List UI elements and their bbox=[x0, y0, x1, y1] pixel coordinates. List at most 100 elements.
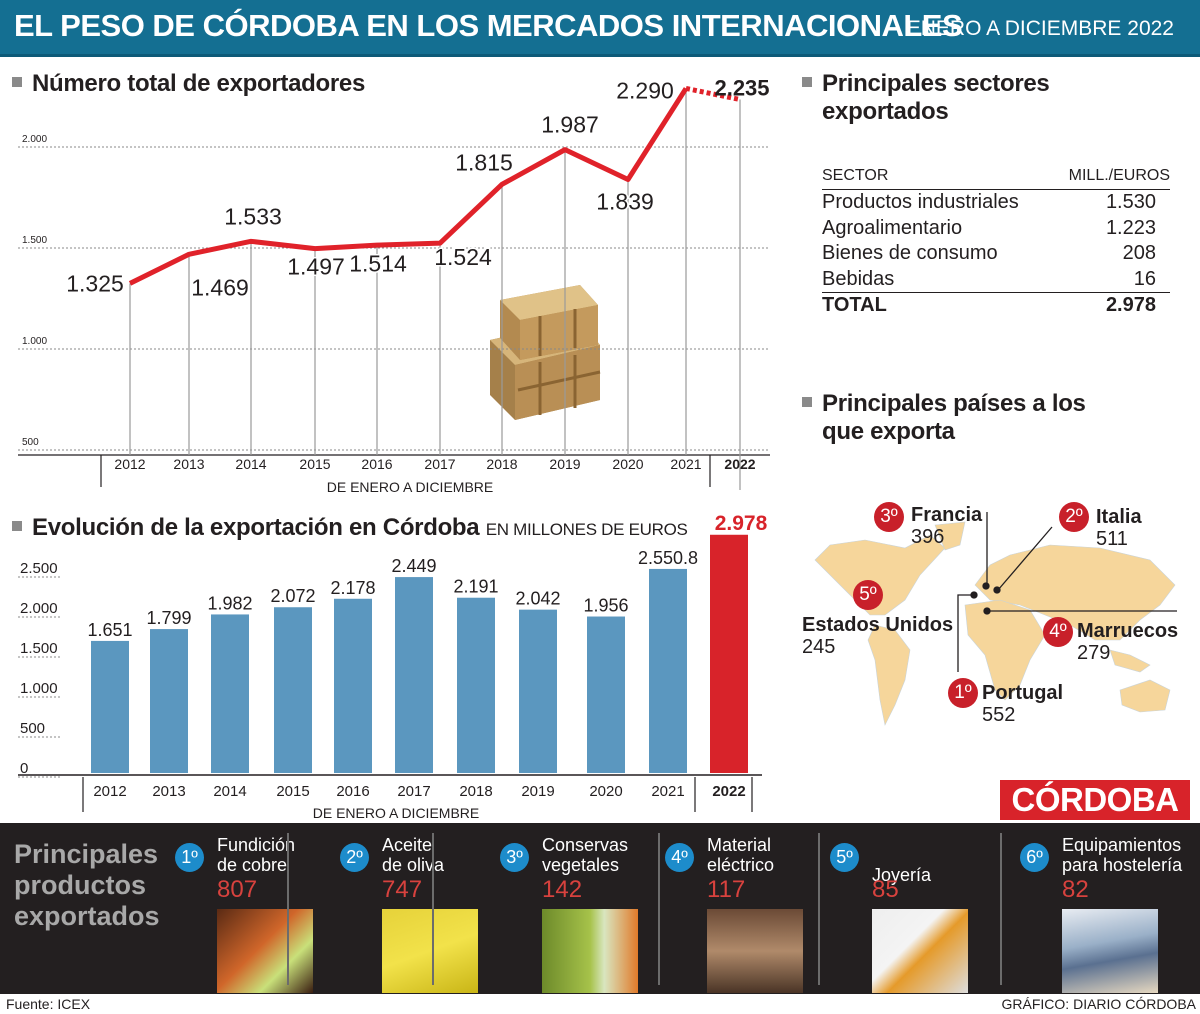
sector-value: 1.223 bbox=[1105, 216, 1156, 239]
divider bbox=[1000, 833, 1002, 985]
exports-bar-chart: 0 500 1.000 1.500 2.000 2.500 1.651 2012 1.799 20… bbox=[18, 512, 768, 821]
product-value: 117 bbox=[707, 876, 746, 903]
y-tick-label: 2.000 bbox=[20, 600, 58, 617]
bar bbox=[150, 629, 188, 773]
product-name-line: Equipamientos bbox=[1062, 835, 1182, 855]
x-tick-label: 2020 bbox=[612, 456, 643, 472]
x-tick-label: 2019 bbox=[521, 783, 554, 800]
exporters-line-chart: 500 1.000 1.500 2.000 1.325 2012 1.469 2013 1.53… bbox=[18, 75, 770, 495]
x-tick-label: 2019 bbox=[549, 456, 580, 472]
product-name-line: eléctrico bbox=[707, 855, 775, 875]
sector-value: 208 bbox=[1122, 242, 1156, 264]
products-title-line: exportados bbox=[14, 901, 160, 931]
product-name-line: Joyería bbox=[872, 865, 932, 885]
total-row: TOTAL 2.978 bbox=[822, 292, 1170, 319]
rank-badge: 3º bbox=[874, 502, 904, 532]
sector-value: 1.530 bbox=[1105, 191, 1156, 213]
country-estados-unidos: Estados Unidos 245 bbox=[802, 614, 953, 658]
map-leader-lines bbox=[957, 512, 1177, 672]
page-title: EL PESO DE CÓRDOBA EN LOS MERCADOS INTER… bbox=[14, 8, 963, 43]
exporters-section-title: Número total de exportadores bbox=[12, 70, 365, 98]
col-header-sector: SECTOR bbox=[822, 167, 1052, 190]
sectors-section-title: Principales sectores exportados bbox=[802, 70, 1050, 126]
sectors-title-line: Principales sectores bbox=[822, 70, 1050, 97]
bullet-square-icon bbox=[802, 396, 812, 407]
country-portugal: Portugal 552 bbox=[982, 682, 1063, 726]
rank-badge: 5º bbox=[830, 843, 859, 872]
table-row: Agroalimentario 1.223 bbox=[822, 216, 1170, 242]
products-title-line: productos bbox=[14, 870, 146, 900]
rank-badge: 2º bbox=[1059, 502, 1089, 532]
sector-name: Bienes de consumo bbox=[822, 242, 998, 264]
bar bbox=[587, 616, 625, 773]
sector-name: Productos industriales bbox=[822, 191, 1019, 213]
y-tick-label: 1.500 bbox=[22, 235, 47, 246]
product-name-line: para hostelería bbox=[1062, 855, 1183, 875]
country-value: 279 bbox=[1077, 642, 1111, 664]
countries-title-line: Principales países a los bbox=[822, 390, 1086, 417]
exports-unit: EN MILLONES DE EUROS bbox=[485, 520, 688, 539]
bar bbox=[457, 597, 495, 773]
copper-smelting-photo bbox=[217, 909, 313, 993]
exports-title-text: Evolución de la exportación en Córdoba bbox=[32, 514, 480, 541]
total-value: 2.978 bbox=[1051, 292, 1170, 319]
exports-section-title: Evolución de la exportación en Córdoba E… bbox=[12, 514, 688, 544]
x-tick-label: 2022 bbox=[724, 456, 755, 472]
data-label: 2.235 bbox=[714, 75, 769, 100]
x-tick-label: 2017 bbox=[424, 456, 455, 472]
countries-section-title: Principales países a los que exporta bbox=[802, 390, 1086, 446]
y-tick-label: 1.000 bbox=[20, 680, 58, 697]
rank-badge: 3º bbox=[500, 843, 529, 872]
bar-value-label: 1.651 bbox=[87, 620, 132, 640]
countries-title-line: que exporta bbox=[822, 418, 955, 445]
bar bbox=[274, 607, 312, 773]
x-tick-label: 2014 bbox=[213, 783, 246, 800]
product-value: 142 bbox=[542, 876, 583, 903]
country-value: 245 bbox=[802, 636, 836, 658]
y-tick-label: 0 bbox=[20, 760, 28, 777]
x-tick-label: 2018 bbox=[486, 456, 517, 472]
product-name: Material eléctrico bbox=[707, 835, 774, 875]
x-axis-title: DE ENERO A DICIEMBRE bbox=[327, 479, 493, 495]
country-name: Portugal bbox=[982, 682, 1064, 704]
product-name-line: vegetales bbox=[542, 855, 620, 875]
y-tick-label: 1.000 bbox=[22, 336, 47, 347]
data-label: 1.839 bbox=[596, 189, 654, 215]
country-badge-eeuu: 5º bbox=[853, 580, 883, 610]
data-label: 1.514 bbox=[349, 250, 407, 276]
country-name: Estados Unidos bbox=[802, 614, 954, 636]
sectors-title-line: exportados bbox=[822, 98, 949, 125]
bullet-square-icon bbox=[12, 76, 22, 87]
sector-value: 16 bbox=[1133, 267, 1156, 290]
product-name-line: Conservas bbox=[542, 835, 629, 855]
page-subtitle: ENERO A DICIEMBRE 2022 bbox=[906, 17, 1174, 40]
x-tick-label: 2015 bbox=[299, 456, 330, 472]
data-label: 1.497 bbox=[287, 254, 345, 280]
exporters-line-projection bbox=[685, 85, 741, 102]
rank-badge: 6º bbox=[1020, 843, 1049, 872]
divider bbox=[658, 833, 660, 985]
rank-badge: 1º bbox=[948, 678, 978, 708]
country-badge-francia: 3º bbox=[874, 502, 904, 532]
table-row: Productos industriales 1.530 bbox=[822, 190, 1170, 216]
product-name: Equipamientos para hostelería bbox=[1062, 835, 1182, 875]
x-tick-label: 2016 bbox=[336, 783, 369, 800]
country-italia: Italia 511 bbox=[1096, 506, 1142, 550]
graphic-credit: GRÁFICO: DIARIO CÓRDOBA bbox=[1001, 996, 1196, 1012]
divider bbox=[818, 833, 820, 985]
exporters-title-text: Número total de exportadores bbox=[32, 70, 366, 97]
x-tick-label: 2012 bbox=[93, 783, 126, 800]
product-value: 807 bbox=[217, 876, 258, 903]
product-name-line: de cobre bbox=[217, 855, 288, 875]
jewelry-photo bbox=[872, 909, 968, 993]
product-name-line: Fundición bbox=[217, 835, 296, 855]
bar-value-label: 2.042 bbox=[515, 589, 560, 609]
divider bbox=[287, 833, 289, 985]
x-tick-label: 2016 bbox=[361, 456, 392, 472]
data-label: 1.815 bbox=[455, 149, 513, 175]
country-value: 396 bbox=[911, 526, 945, 548]
products-title-line: Principales bbox=[14, 839, 159, 869]
x-tick-label: 2018 bbox=[459, 783, 492, 800]
sector-name: Agroalimentario bbox=[822, 216, 963, 239]
olive-oil-photo bbox=[382, 909, 478, 993]
